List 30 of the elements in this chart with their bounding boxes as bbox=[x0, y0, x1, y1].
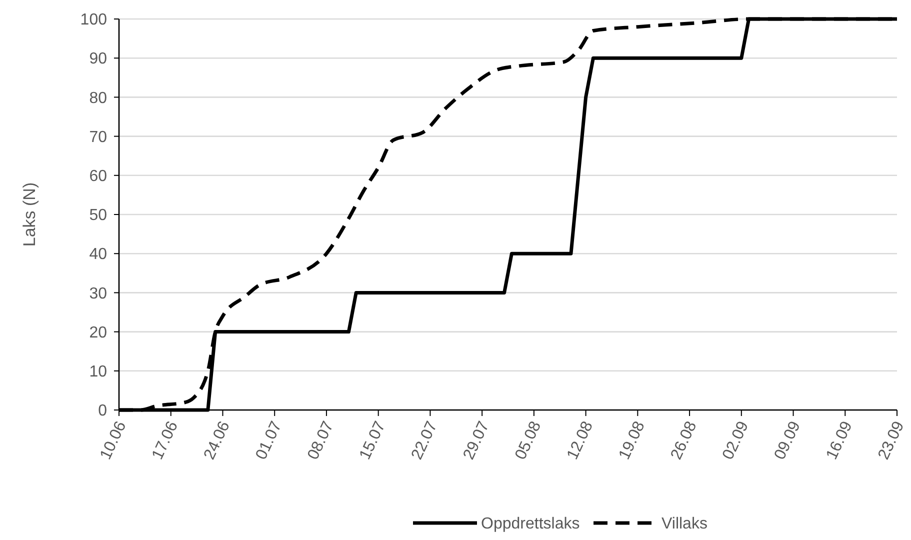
y-tick-label: 50 bbox=[89, 207, 108, 224]
x-tick-label: 23.09 bbox=[875, 418, 908, 462]
x-tick-label: 24.06 bbox=[201, 418, 234, 462]
x-tick-label: 02.09 bbox=[720, 418, 752, 462]
x-tick-label: 08.07 bbox=[304, 418, 338, 462]
x-tick-label: 29.07 bbox=[460, 418, 493, 462]
x-tick-label: 05.08 bbox=[512, 418, 545, 462]
legend-label: Villaks bbox=[662, 516, 708, 533]
y-tick-label: 60 bbox=[89, 168, 108, 185]
x-tick-label: 01.07 bbox=[252, 418, 286, 462]
x-tick-label: 26.08 bbox=[668, 418, 700, 462]
y-tick-label: 40 bbox=[89, 246, 108, 264]
x-tick-label: 10.06 bbox=[97, 418, 130, 462]
y-tick-label: 10 bbox=[89, 364, 108, 380]
y-tick-label: 100 bbox=[80, 12, 108, 29]
legend-label: Oppdrettslaks bbox=[481, 516, 580, 533]
x-tick-label: 22.07 bbox=[408, 418, 441, 462]
x-tick-label: 16.09 bbox=[824, 418, 856, 462]
x-tick-label: 15.07 bbox=[356, 418, 390, 462]
y-tick-label: 90 bbox=[89, 50, 108, 68]
x-tick-label: 09.09 bbox=[772, 418, 804, 462]
y-axis-title: Laks (N) bbox=[20, 182, 39, 247]
y-tick-label: 0 bbox=[98, 402, 108, 420]
y-tick-label: 80 bbox=[89, 90, 108, 107]
y-tick-label: 30 bbox=[89, 285, 108, 302]
x-tick-label: 17.06 bbox=[149, 418, 182, 462]
y-tick-label: 70 bbox=[89, 128, 108, 146]
y-tick-label: 20 bbox=[89, 324, 108, 342]
x-tick-label: 12.08 bbox=[564, 418, 597, 462]
x-tick-label: 19.08 bbox=[616, 418, 648, 462]
